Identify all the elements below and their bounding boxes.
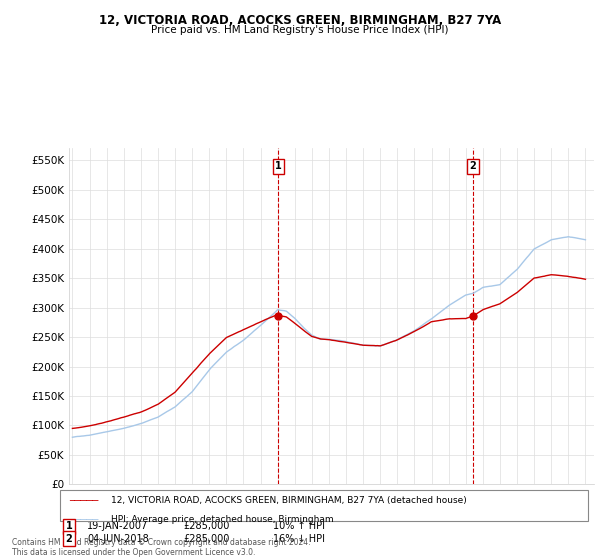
Text: £285,000: £285,000 [183, 521, 229, 531]
Text: ─────: ───── [69, 515, 98, 525]
Text: 2: 2 [470, 161, 476, 171]
Text: 1: 1 [275, 161, 282, 171]
Text: 12, VICTORIA ROAD, ACOCKS GREEN, BIRMINGHAM, B27 7YA: 12, VICTORIA ROAD, ACOCKS GREEN, BIRMING… [99, 14, 501, 27]
Text: 2: 2 [65, 534, 73, 544]
Text: Price paid vs. HM Land Registry's House Price Index (HPI): Price paid vs. HM Land Registry's House … [151, 25, 449, 35]
Text: 16% ↓ HPI: 16% ↓ HPI [273, 534, 325, 544]
Text: 10% ↑ HPI: 10% ↑ HPI [273, 521, 325, 531]
Text: 1: 1 [65, 521, 73, 531]
Text: ─────: ───── [69, 496, 98, 506]
Text: 04-JUN-2018: 04-JUN-2018 [87, 534, 149, 544]
Text: 19-JAN-2007: 19-JAN-2007 [87, 521, 148, 531]
Text: Contains HM Land Registry data © Crown copyright and database right 2024.
This d: Contains HM Land Registry data © Crown c… [12, 538, 311, 557]
Text: £285,000: £285,000 [183, 534, 229, 544]
Text: 12, VICTORIA ROAD, ACOCKS GREEN, BIRMINGHAM, B27 7YA (detached house): 12, VICTORIA ROAD, ACOCKS GREEN, BIRMING… [111, 496, 467, 505]
Text: HPI: Average price, detached house, Birmingham: HPI: Average price, detached house, Birm… [111, 515, 334, 524]
